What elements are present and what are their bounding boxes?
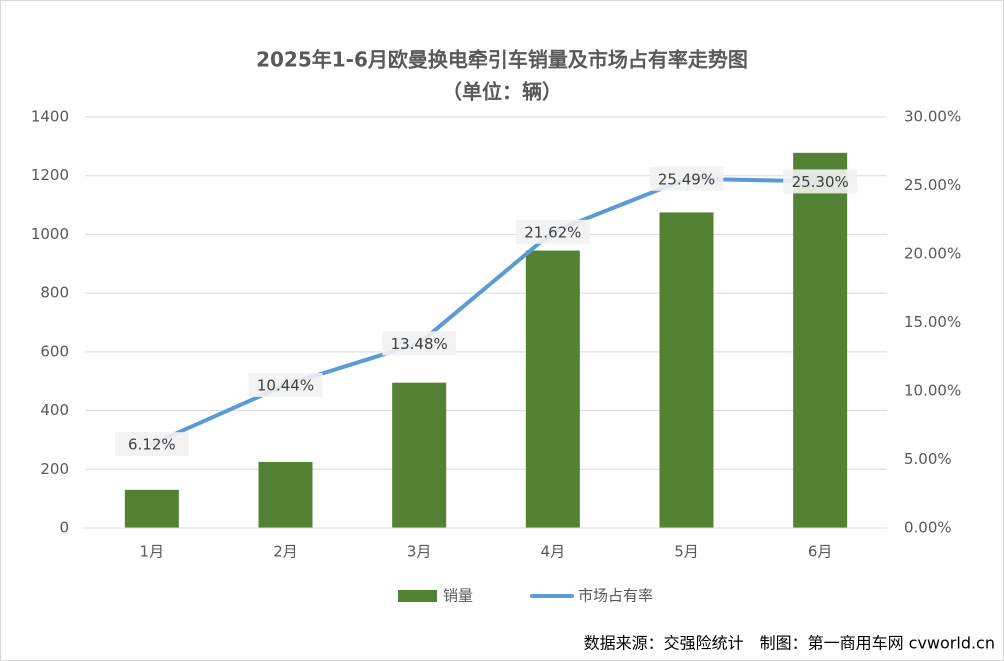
y-tick-label: 800 bbox=[40, 284, 69, 302]
bar bbox=[392, 382, 447, 528]
y2-tick-label: 10.00% bbox=[904, 382, 961, 400]
y2-tick-label: 0.00% bbox=[904, 519, 952, 537]
data-label-box bbox=[248, 372, 323, 397]
data-label-box bbox=[515, 219, 590, 244]
x-tick-label: 2月 bbox=[273, 543, 298, 561]
x-tick-label: 6月 bbox=[808, 543, 833, 561]
data-label: 25.30% bbox=[792, 173, 849, 191]
data-label: 6.12% bbox=[128, 436, 176, 454]
bar bbox=[525, 250, 580, 528]
data-label: 10.44% bbox=[257, 376, 314, 394]
x-tick-label: 3月 bbox=[407, 543, 432, 561]
y-tick-label: 1000 bbox=[31, 225, 69, 243]
y2-tick-label: 5.00% bbox=[904, 450, 952, 468]
y2-tick-label: 20.00% bbox=[904, 245, 961, 263]
x-tick-label: 5月 bbox=[674, 543, 699, 561]
data-label: 21.62% bbox=[524, 223, 581, 241]
chart-title: 2025年1-6月欧曼换电牵引车销量及市场占有率走势图 bbox=[256, 48, 748, 72]
y-tick-label: 400 bbox=[40, 401, 69, 419]
bar bbox=[258, 461, 313, 528]
source-note: 数据来源：交强险统计 制图：第一商用车网 cvworld.cn bbox=[584, 634, 995, 653]
data-label-box bbox=[382, 331, 457, 356]
legend-label: 销量 bbox=[443, 587, 473, 605]
data-label-box bbox=[114, 432, 189, 457]
y-tick-label: 600 bbox=[40, 342, 69, 360]
y2-tick-label: 30.00% bbox=[904, 108, 961, 126]
x-tick-label: 4月 bbox=[541, 543, 566, 561]
bar bbox=[659, 212, 714, 529]
data-label: 13.48% bbox=[391, 335, 448, 353]
y-tick-label: 200 bbox=[40, 460, 69, 478]
chart-subtitle: （单位：辆） bbox=[442, 80, 562, 104]
y-tick-label: 1400 bbox=[31, 108, 69, 126]
data-label-box bbox=[783, 169, 858, 194]
y-tick-label: 1200 bbox=[31, 166, 69, 184]
legend-swatch bbox=[398, 590, 437, 602]
y2-tick-label: 15.00% bbox=[904, 313, 961, 331]
x-tick-label: 1月 bbox=[140, 543, 165, 561]
bar bbox=[124, 489, 179, 528]
y2-tick-label: 25.00% bbox=[904, 176, 961, 194]
legend-label: 市场占有率 bbox=[578, 587, 653, 605]
data-label-box bbox=[649, 166, 724, 191]
bar bbox=[793, 152, 848, 528]
data-label: 25.49% bbox=[658, 170, 715, 188]
y-tick-label: 0 bbox=[59, 519, 69, 537]
